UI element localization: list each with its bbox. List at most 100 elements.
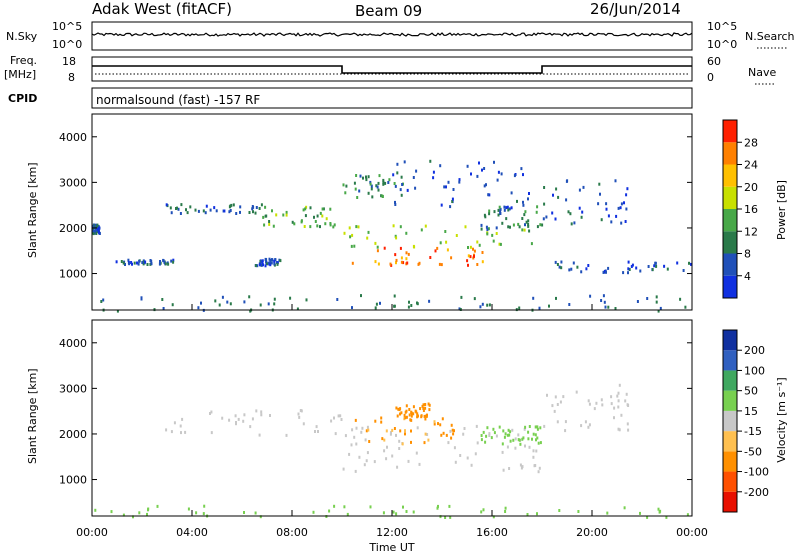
x-tick-label: 04:00 (176, 526, 208, 539)
data-cell (627, 267, 630, 271)
data-cell (528, 425, 531, 428)
data-cell (330, 419, 333, 423)
colorbar-tick-label: 8 (744, 248, 751, 261)
data-cell (264, 205, 267, 209)
colorbar-tick-label: 100 (744, 364, 765, 377)
data-cell (613, 416, 615, 420)
data-cell (451, 200, 454, 203)
data-cell (486, 228, 489, 232)
data-cell (658, 510, 661, 514)
data-cell (552, 193, 554, 197)
data-cell (309, 225, 312, 229)
data-cell (654, 261, 657, 265)
data-cell (398, 447, 401, 450)
data-cell (345, 184, 348, 188)
data-cell (639, 269, 642, 273)
data-cell (395, 512, 398, 516)
data-cell (496, 178, 499, 182)
data-cell (438, 262, 441, 266)
data-cell (248, 295, 251, 299)
data-cell (398, 439, 401, 443)
data-cell (189, 205, 192, 209)
data-cell (534, 433, 537, 437)
colorbar-tick-label: 24 (744, 159, 758, 172)
data-cell (273, 259, 276, 263)
data-cell (482, 508, 485, 512)
data-cell (274, 258, 277, 262)
data-cell (600, 299, 603, 302)
data-cell (171, 303, 174, 307)
data-cell (400, 175, 403, 179)
data-cell (486, 303, 489, 307)
colorbar-frame (722, 329, 738, 513)
data-cell (200, 301, 202, 305)
data-cell (513, 174, 516, 178)
data-cell (186, 211, 189, 215)
data-cell (122, 513, 125, 517)
data-cell (406, 188, 409, 192)
data-cell (444, 516, 447, 519)
data-cell (351, 233, 354, 237)
data-cell (355, 225, 358, 229)
data-cell (366, 451, 369, 455)
xlabel: Time UT (368, 541, 414, 554)
data-cell (422, 409, 425, 412)
data-cell (179, 212, 182, 215)
data-cell (374, 241, 377, 245)
data-cell (407, 459, 410, 463)
data-cell (620, 413, 623, 417)
data-cell (614, 307, 617, 310)
data-cell (146, 512, 148, 516)
power-colorbar-label: Power [dB] (775, 180, 788, 240)
data-cell (626, 422, 629, 426)
data-cell (273, 302, 276, 306)
data-cell (175, 207, 177, 210)
data-cell (509, 439, 512, 443)
data-cell (187, 507, 190, 511)
data-cell (616, 394, 619, 398)
data-cell (333, 223, 336, 227)
data-cell (401, 183, 404, 186)
data-cell (110, 510, 113, 514)
data-cell (452, 432, 455, 436)
data-cell (159, 260, 161, 263)
data-cell (317, 430, 319, 433)
data-cell (473, 297, 476, 301)
data-cell (404, 432, 406, 436)
data-cell (423, 414, 426, 418)
data-cell (432, 170, 435, 174)
data-cell (370, 187, 373, 191)
data-cell (476, 174, 479, 178)
data-cell (437, 422, 439, 426)
data-cell (265, 258, 268, 262)
data-cell (488, 303, 491, 307)
data-cell (631, 263, 634, 267)
data-cell (342, 467, 345, 471)
data-cell (527, 430, 530, 434)
data-cell (98, 226, 101, 230)
data-cell (610, 395, 613, 399)
data-cell (510, 191, 513, 195)
data-cell (501, 221, 504, 225)
data-cell (130, 261, 133, 264)
data-cell (350, 443, 353, 447)
freq-series (92, 65, 692, 74)
data-cell (536, 205, 539, 209)
data-cell (254, 511, 257, 515)
data-cell (404, 416, 407, 420)
data-cell (367, 191, 370, 195)
data-cell (239, 205, 242, 209)
data-cell (115, 260, 118, 264)
data-cell (412, 244, 415, 248)
data-cell (370, 184, 373, 188)
data-cell (399, 412, 401, 416)
data-cell (122, 261, 125, 265)
data-cell (481, 260, 484, 264)
data-cell (367, 175, 370, 179)
beam-title: Beam 09 (355, 2, 422, 20)
data-cell (504, 432, 507, 436)
data-cell (303, 225, 306, 228)
data-cell (499, 207, 502, 211)
data-cell (395, 406, 398, 410)
data-cell (539, 441, 542, 445)
